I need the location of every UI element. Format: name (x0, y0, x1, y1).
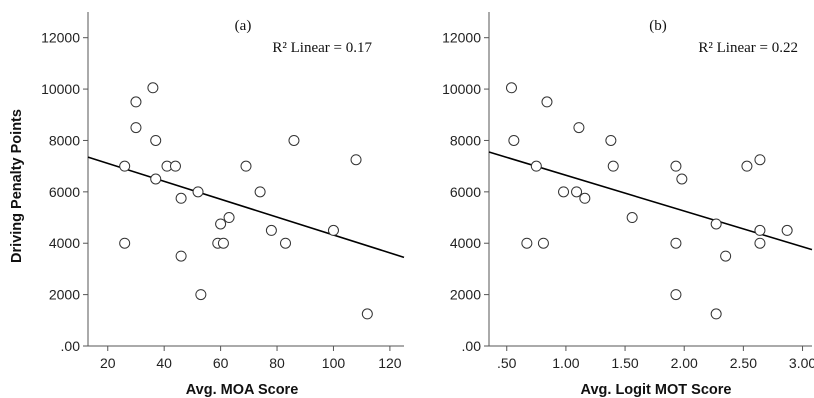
x-tick-label: 3.00 (789, 355, 814, 371)
y-tick-label: .00 (462, 338, 482, 354)
data-point (530, 160, 542, 172)
y-tick-label: 2000 (49, 287, 80, 303)
data-point (521, 237, 533, 249)
x-tick-label: 100 (322, 355, 346, 371)
data-point (710, 308, 722, 320)
x-axis-title: Avg. Logit MOT Score (581, 382, 732, 398)
x-tick-label: 20 (100, 355, 116, 371)
x-tick-label: 1.50 (611, 355, 638, 371)
data-point (573, 122, 585, 134)
panel-a: .00 2000 4000 6000 8000 10000 12000 20 40 60 80 100… (9, 12, 405, 398)
data-point (754, 154, 766, 166)
x-tick-label: 80 (269, 355, 285, 371)
y-tick-label: 6000 (49, 184, 80, 200)
data-point (288, 134, 300, 146)
data-point (781, 224, 793, 236)
data-point (754, 224, 766, 236)
data-point (130, 122, 142, 134)
y-axis-title: Driving Penalty Points (9, 109, 25, 263)
data-point (710, 218, 722, 230)
y-tick-label: 6000 (450, 184, 481, 200)
data-point (175, 192, 187, 204)
y-tick-label: .00 (61, 338, 81, 354)
fit-line (87, 156, 405, 259)
x-tick-label: .50 (497, 355, 517, 371)
data-point (195, 289, 207, 301)
data-point (223, 212, 235, 224)
x-axis-title: Avg. MOA Score (186, 382, 299, 398)
data-point (175, 250, 187, 262)
data-point (215, 218, 227, 230)
data-point (147, 82, 159, 94)
panel-label: (b) (649, 18, 667, 34)
x-tick-label: 40 (156, 355, 172, 371)
data-point (720, 250, 732, 262)
data-point (217, 237, 229, 249)
y-tick-label: 8000 (450, 132, 481, 148)
y-tick-label: 10000 (41, 81, 80, 97)
data-point (676, 173, 688, 185)
data-point (350, 154, 362, 166)
data-point (670, 237, 682, 249)
data-point (754, 237, 766, 249)
data-point (361, 308, 373, 320)
data-point (670, 289, 682, 301)
data-point (571, 186, 583, 198)
data-point (558, 186, 570, 198)
x-tick-label: 1.00 (552, 355, 579, 371)
data-point (626, 212, 638, 224)
data-point (607, 160, 619, 172)
data-point (280, 237, 291, 249)
data-point (327, 224, 339, 236)
data-point (537, 237, 549, 249)
y-tick-label: 8000 (49, 132, 80, 148)
data-point (192, 186, 204, 198)
data-point (130, 96, 142, 108)
data-point (119, 160, 131, 172)
data-point (169, 160, 181, 172)
r2-annotation: R² Linear = 0.22 (698, 40, 798, 56)
x-tick-label: 120 (378, 355, 402, 371)
y-tick-label: 4000 (49, 235, 80, 251)
data-point (541, 96, 553, 108)
data-point (508, 134, 520, 146)
x-tick-label: 2.00 (671, 355, 698, 371)
data-point (254, 186, 266, 198)
y-tick-label: 4000 (450, 235, 481, 251)
x-tick-label: 2.50 (730, 355, 757, 371)
data-point (150, 173, 162, 185)
data-point (150, 134, 162, 146)
y-tick-label: 2000 (450, 287, 481, 303)
y-tick-label: 12000 (442, 30, 481, 46)
data-point (265, 224, 277, 236)
panel-b: .00 2000 4000 6000 8000 10000 12000 .50 1.00 1.50… (442, 12, 814, 398)
data-point (119, 237, 131, 249)
data-point (579, 192, 591, 204)
r2-annotation: R² Linear = 0.17 (272, 40, 372, 56)
y-tick-label: 10000 (442, 81, 481, 97)
y-tick-label: 12000 (41, 30, 80, 46)
data-point (240, 160, 252, 172)
data-point (505, 82, 517, 94)
panel-label: (a) (235, 18, 252, 34)
data-point (605, 134, 617, 146)
data-point (670, 160, 682, 172)
data-point (741, 160, 753, 172)
x-tick-label: 60 (213, 355, 229, 371)
